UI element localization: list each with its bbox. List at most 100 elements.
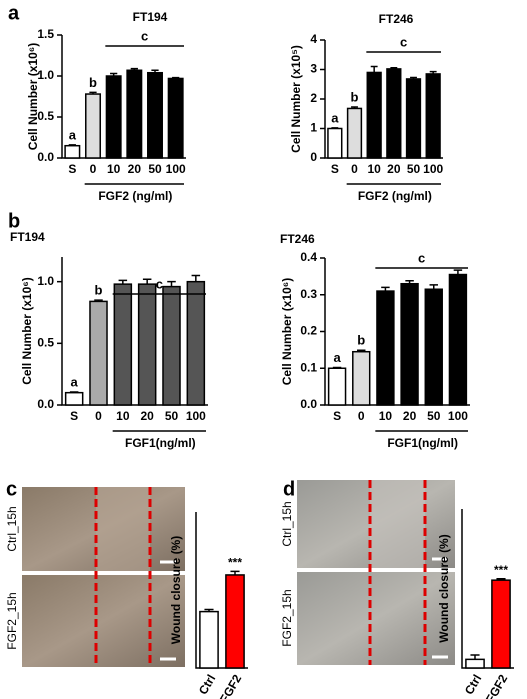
x-tick-label: S — [331, 162, 339, 176]
x-tick-label: 0 — [90, 162, 97, 176]
x-tick-label: Ctrl — [462, 672, 484, 697]
bar — [352, 350, 371, 406]
x-tick-label: 50 — [407, 162, 421, 176]
y-tick-label: 0.0 — [37, 397, 54, 411]
chart-title: FT194 — [10, 230, 45, 244]
group-label: c — [400, 34, 407, 49]
bar — [113, 283, 133, 406]
panel-label: d — [283, 478, 295, 500]
bar-label: b — [357, 333, 365, 348]
bar — [346, 107, 363, 159]
x-tick-label: 100 — [166, 162, 186, 176]
bar-label: a — [69, 127, 77, 142]
bar — [137, 283, 157, 406]
x-tick-label: 10 — [367, 162, 381, 176]
error-bar — [429, 70, 437, 74]
panel-label: b — [8, 210, 20, 232]
bar — [105, 75, 122, 159]
bar — [386, 68, 402, 159]
y-tick-label: 1.0 — [37, 68, 54, 82]
x-tick-label: 10 — [116, 409, 130, 423]
error-bar — [357, 349, 366, 352]
error-bar — [110, 72, 118, 76]
wound-area — [96, 487, 150, 571]
bar-label: a — [333, 350, 341, 365]
error-bar — [94, 299, 103, 302]
x-tick-label: S — [333, 409, 341, 423]
x-axis-label: FGF2 (ng/ml) — [358, 189, 432, 203]
y-axis-label: Wound closure (%) — [169, 536, 183, 644]
x-tick-label: 0 — [95, 409, 102, 423]
wound-area — [370, 480, 425, 568]
y-tick-label: 0.5 — [37, 109, 54, 123]
bar — [405, 78, 422, 159]
bar — [366, 71, 382, 159]
significance: *** — [494, 563, 508, 577]
x-tick-label: Ctrl — [196, 672, 218, 697]
y-tick-label: 0.0 — [300, 397, 317, 411]
error-bar — [390, 66, 398, 69]
error-bar — [332, 366, 342, 369]
x-tick-label: 20 — [128, 162, 142, 176]
x-tick-label: 100 — [423, 162, 443, 176]
image-label: Ctrl_15h — [5, 506, 19, 551]
axis — [324, 40, 443, 159]
bar — [147, 71, 163, 159]
x-tick-label: 10 — [107, 162, 121, 176]
bar-label: a — [331, 110, 339, 125]
error-bar — [381, 286, 390, 292]
bar — [327, 127, 343, 159]
micrograph-c: Ctrl_15h FGF2_15h — [5, 487, 185, 667]
x-tick-label: 20 — [403, 409, 417, 423]
error-bar — [470, 654, 480, 660]
x-axis-label: FGF1(ng/ml) — [387, 436, 458, 450]
bar — [162, 285, 181, 406]
error-bar — [191, 274, 201, 282]
error-bar — [172, 76, 180, 79]
y-axis-label: Cell Number (x10⁵) — [289, 45, 303, 153]
bar — [89, 300, 108, 406]
error-bar — [405, 280, 414, 284]
group-label: c — [156, 276, 163, 291]
bar — [448, 273, 468, 406]
image — [22, 575, 185, 667]
image — [297, 572, 455, 665]
panel-label: a — [8, 2, 20, 24]
bar — [64, 391, 84, 406]
y-tick-label: 0.3 — [300, 287, 317, 301]
error-bar — [151, 69, 159, 73]
x-tick-label: S — [70, 409, 78, 423]
error-bar — [204, 608, 214, 612]
error-bar — [142, 278, 152, 285]
x-tick-label: FGF2 — [483, 672, 511, 699]
bar — [465, 658, 485, 669]
axis — [61, 257, 208, 406]
y-tick-label: 0 — [310, 150, 317, 164]
error-bar — [167, 280, 176, 287]
axis — [61, 35, 186, 159]
y-tick-label: 3 — [310, 62, 317, 76]
y-tick-label: 0.2 — [300, 324, 317, 338]
x-tick-label: 20 — [387, 162, 401, 176]
y-axis-label: Wound closure (%) — [437, 534, 451, 642]
error-bar — [89, 91, 97, 95]
x-tick-label: 100 — [186, 409, 206, 423]
y-axis-label: Cell Number (x10⁶) — [26, 43, 40, 151]
group-label: c — [141, 28, 148, 43]
x-tick-label: 100 — [448, 409, 468, 423]
bar — [424, 288, 443, 406]
bar — [126, 69, 143, 159]
y-tick-label: 0.0 — [37, 150, 54, 164]
y-axis-label: Cell Number (x10⁶) — [280, 278, 294, 386]
panel-label: c — [6, 478, 17, 500]
error-bar — [496, 577, 506, 581]
x-tick-label: 50 — [165, 409, 179, 423]
error-bar — [351, 106, 358, 109]
axis — [324, 258, 470, 406]
y-tick-label: 1.5 — [37, 27, 54, 41]
group-label: c — [418, 250, 425, 265]
bar — [167, 77, 184, 159]
y-tick-label: 1 — [310, 121, 317, 135]
y-tick-label: 2 — [310, 91, 317, 105]
